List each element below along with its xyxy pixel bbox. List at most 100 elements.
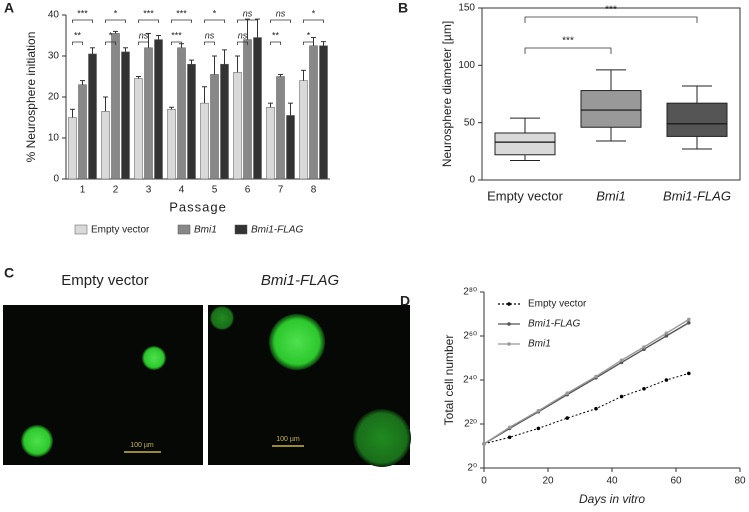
bar [266, 107, 275, 180]
bar [101, 111, 110, 180]
significance-bracket [524, 47, 612, 54]
significance-bracket [303, 41, 314, 45]
bar [276, 76, 285, 180]
significance-label: *** [176, 8, 187, 18]
y-tick-label: 20 [48, 92, 60, 103]
bar [299, 80, 308, 180]
image-title: Empty vector [61, 272, 149, 289]
x-tick-label: 2 [113, 185, 119, 196]
bar [253, 37, 262, 180]
y-tick-label: 100 [458, 60, 475, 71]
significance-bracket [72, 41, 83, 45]
significance-bracket [138, 41, 149, 45]
x-tick-label: Empty vector [487, 188, 564, 203]
y-axis-title: Neurosphere diameter [µm] [440, 21, 454, 167]
significance-bracket [72, 19, 93, 23]
neurosphere [210, 306, 234, 330]
significance-label: * [109, 30, 113, 40]
bar [286, 115, 295, 180]
bar [220, 63, 229, 180]
legend-swatch [234, 224, 248, 235]
data-point [507, 435, 512, 440]
significance-label: ns [139, 30, 149, 40]
significance-bracket [303, 19, 324, 23]
bar [210, 74, 219, 180]
significance-bracket [138, 19, 159, 23]
data-point [642, 386, 646, 391]
bar [243, 39, 252, 180]
x-tick-label: 5 [212, 185, 218, 196]
significance-label: *** [77, 8, 88, 18]
significance-label: ns [243, 8, 253, 18]
y-axis-title: Total cell number [442, 335, 456, 426]
bar [309, 45, 318, 180]
significance-label: * [307, 30, 311, 40]
data-point [664, 378, 669, 382]
significance-label: *** [605, 5, 617, 16]
significance-label: ns [276, 8, 286, 18]
bar [233, 72, 242, 180]
box [580, 90, 642, 128]
x-tick-label: Bmi1 [596, 188, 626, 203]
x-tick-label: 20 [542, 476, 554, 487]
significance-bracket [171, 41, 182, 45]
data-point [619, 358, 624, 363]
bar [200, 102, 209, 180]
data-point [536, 426, 541, 431]
data-point [642, 345, 646, 349]
x-tick-label: 3 [146, 185, 152, 196]
legend-marker [507, 322, 511, 326]
data-point [687, 317, 691, 322]
legend-label: Bmi1-FLAG [251, 225, 303, 236]
significance-label: *** [143, 8, 154, 18]
data-point [687, 320, 691, 325]
x-tick-label: 4 [179, 185, 185, 196]
panel-label: B [398, 0, 408, 16]
y-tick-label: 0 [53, 174, 59, 185]
data-point [507, 425, 512, 430]
data-point [594, 406, 598, 411]
significance-bracket [237, 41, 248, 45]
x-tick-label: 6 [245, 185, 251, 196]
significance-label: ns [205, 30, 215, 40]
neurosphere [21, 425, 53, 457]
y-tick-label: 2⁸⁰ [463, 287, 477, 298]
bar [68, 117, 77, 180]
data-point [594, 374, 598, 379]
bar [134, 78, 143, 180]
data-point [536, 409, 541, 413]
panel-label: A [4, 0, 14, 16]
y-tick-label: 2⁰ [467, 463, 477, 474]
panel-label: D [400, 293, 410, 309]
bar [144, 47, 153, 180]
significance-label: ns [238, 30, 248, 40]
legend-label: Empty vector [528, 299, 587, 310]
significance-label: ** [74, 30, 82, 40]
neurosphere [142, 346, 166, 370]
significance-bracket [204, 41, 215, 45]
plot-frame [482, 7, 741, 181]
significance-bracket [105, 19, 126, 23]
x-tick-label: 0 [481, 476, 487, 487]
y-tick-label: 150 [458, 3, 475, 14]
data-point [482, 442, 486, 446]
x-tick-label: Bmi1-FLAG [663, 188, 731, 203]
scale-label: 100 µm [130, 442, 154, 449]
significance-bracket [524, 16, 698, 23]
data-point [687, 371, 691, 376]
legend-label: Bmi1 [528, 339, 551, 350]
legend-marker [507, 342, 511, 346]
x-tick-label: 80 [734, 476, 746, 487]
data-point [664, 331, 669, 335]
significance-bracket [204, 19, 225, 23]
significance-bracket [270, 41, 281, 45]
bar [121, 51, 130, 180]
image-title: Bmi1-FLAG [261, 272, 340, 289]
legend-swatch [74, 224, 88, 235]
significance-bracket [171, 19, 192, 23]
data-point [565, 391, 569, 396]
data-point [565, 416, 569, 420]
significance-bracket [237, 19, 258, 23]
bar [154, 39, 163, 180]
